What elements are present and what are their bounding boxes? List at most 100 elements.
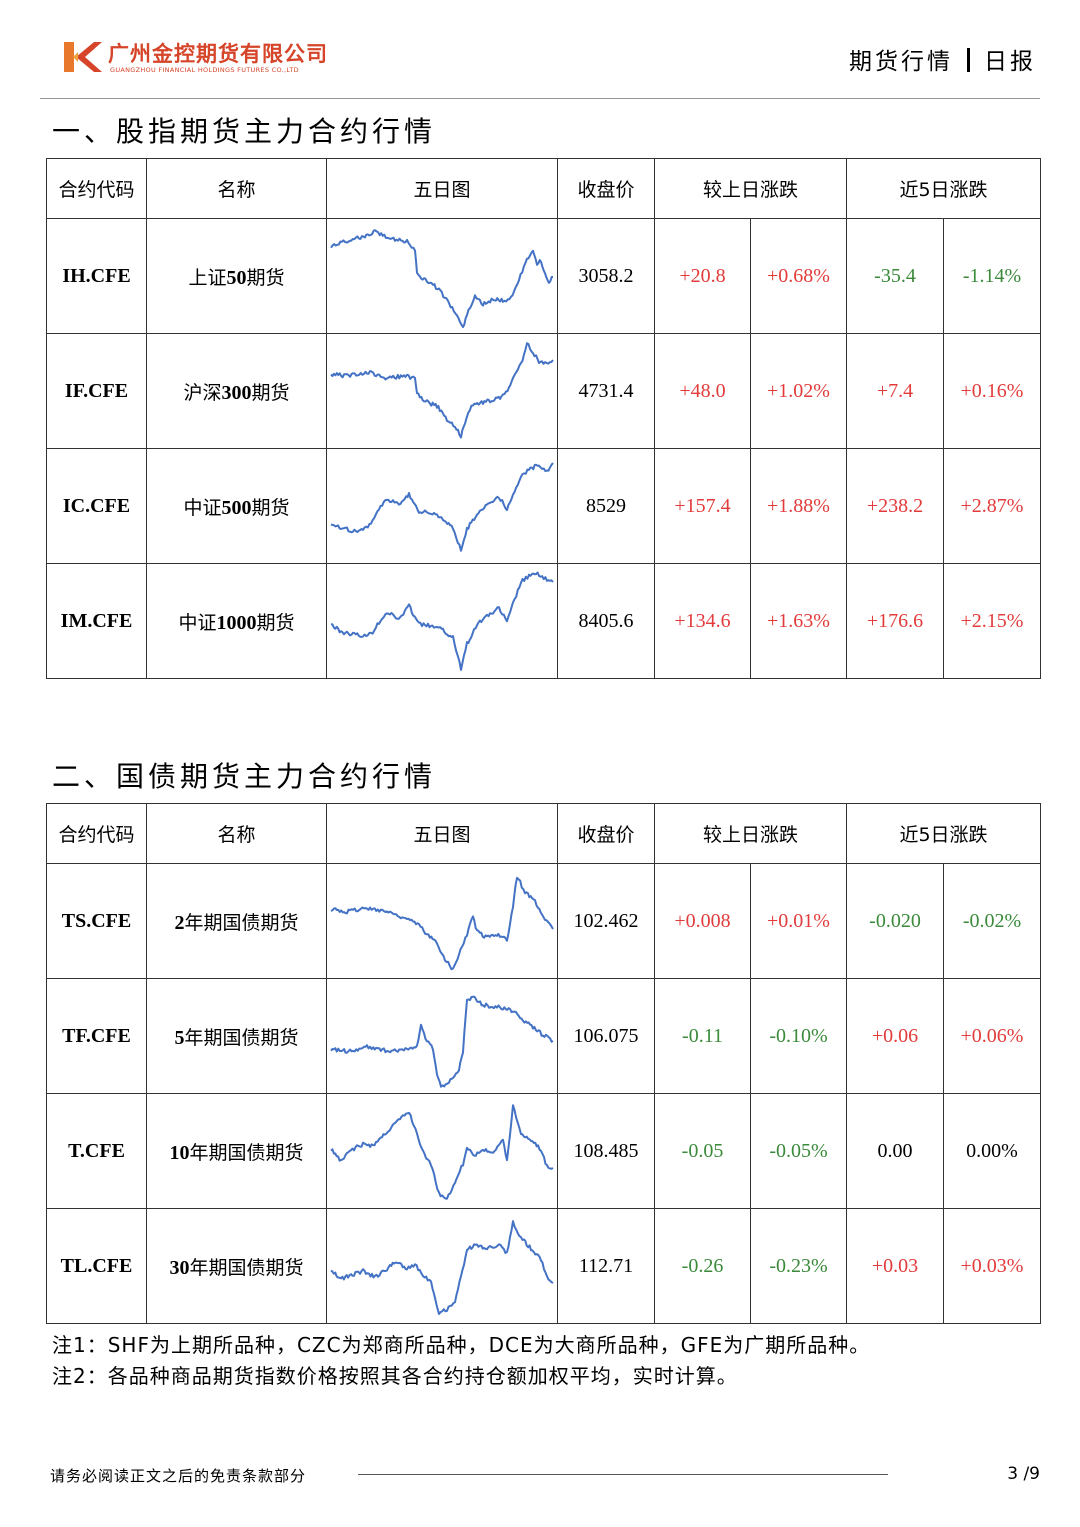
close-price: 112.71 <box>557 1208 655 1324</box>
five-day-chart <box>326 448 558 564</box>
day-change-abs: +134.6 <box>654 563 751 679</box>
sparkline <box>330 229 553 329</box>
sparkline <box>330 1220 554 1315</box>
header-code: 合约代码 <box>46 158 147 219</box>
five-day-change-pct: 0.00% <box>943 1093 1042 1209</box>
table-row: IF.CFE 沪深300期货 4731.4 +48.0 +1.02% +7.4 +0.16% <box>46 333 1042 449</box>
section-title-bond-futures: 二、国债期货主力合约行情 <box>52 760 437 793</box>
contract-name: 中证1000期货 <box>146 563 327 679</box>
sparkline-line <box>330 462 554 552</box>
five-day-chart <box>326 1208 558 1324</box>
five-day-chart <box>326 863 558 979</box>
table-row: TF.CFE 5年期国债期货 106.075 -0.11 -0.10% +0.06 +0.0… <box>46 978 1042 1094</box>
five-day-chart <box>326 563 558 679</box>
disclaimer-text: 请务必阅读正文之后的免责条款部分 <box>50 1467 307 1485</box>
contract-name: 2年期国债期货 <box>146 863 327 979</box>
day-change-pct: -0.23% <box>749 1208 848 1324</box>
report-category: 期货行情 <box>849 49 953 75</box>
header-chart: 五日图 <box>326 158 558 219</box>
table-row: IM.CFE 中证1000期货 8405.6 +134.6 +1.63% +176.6 +2… <box>46 563 1042 679</box>
table-row: TL.CFE 30年期国债期货 112.71 -0.26 -0.23% +0.03 +0.0… <box>46 1208 1042 1324</box>
five-day-chart <box>326 1093 558 1209</box>
footer-divider <box>358 1474 888 1475</box>
sparkline <box>330 876 554 971</box>
header-name: 名称 <box>146 158 327 219</box>
day-change-pct: +0.68% <box>749 218 848 334</box>
header-day-change: 较上日涨跌 <box>653 158 848 219</box>
day-change-pct: +1.02% <box>749 333 848 449</box>
five-day-chart <box>326 218 558 334</box>
sparkline-line <box>330 995 554 1088</box>
contract-name: 30年期国债期货 <box>146 1208 327 1324</box>
five-day-change-abs: +238.2 <box>846 448 945 564</box>
table-row: T.CFE 10年期国债期货 108.485 -0.05 -0.05% 0.00 0.00% <box>46 1093 1042 1209</box>
day-change-abs: -0.26 <box>654 1208 751 1324</box>
contract-code: IM.CFE <box>46 563 147 679</box>
five-day-change-pct: -1.14% <box>943 218 1042 334</box>
five-day-change-abs: -0.020 <box>846 863 945 979</box>
five-day-change-abs: 0.00 <box>846 1093 945 1209</box>
sparkline <box>330 1104 554 1200</box>
table-row: TS.CFE 2年期国债期货 102.462 +0.008 +0.01% -0.020 -0… <box>46 863 1042 979</box>
five-day-chart <box>326 978 558 1094</box>
notes: 注1：SHF为上期所品种，CZC为郑商所品种，DCE为大商所品种，GFE为广期所… <box>52 1330 870 1392</box>
header-code: 合约代码 <box>46 803 147 864</box>
five-day-change-abs: +0.03 <box>846 1208 945 1324</box>
close-price: 3058.2 <box>557 218 655 334</box>
header-separator <box>967 48 970 72</box>
day-change-pct: +1.88% <box>749 448 848 564</box>
section-title-index-futures: 一、股指期货主力合约行情 <box>52 115 437 148</box>
sparkline-line <box>330 876 554 971</box>
contract-name: 10年期国债期货 <box>146 1093 327 1209</box>
header-day-change: 较上日涨跌 <box>653 803 848 864</box>
header-close: 收盘价 <box>557 803 655 864</box>
contract-code: IC.CFE <box>46 448 147 564</box>
five-day-change-pct: +0.06% <box>943 978 1042 1094</box>
close-price: 106.075 <box>557 978 655 1094</box>
contract-code: TS.CFE <box>46 863 147 979</box>
five-day-change-pct: +0.16% <box>943 333 1042 449</box>
company-name-en: GUANGZHOU FINANCIAL HOLDINGS FUTURES CO.… <box>110 66 299 74</box>
close-price: 102.462 <box>557 863 655 979</box>
five-day-change-pct: +2.15% <box>943 563 1042 679</box>
five-day-change-pct: -0.02% <box>943 863 1042 979</box>
header-name: 名称 <box>146 803 327 864</box>
five-day-change-abs: +7.4 <box>846 333 945 449</box>
report-type: 期货行情 日报 <box>849 42 1036 76</box>
day-change-pct: +0.01% <box>749 863 848 979</box>
sparkline <box>330 462 554 552</box>
five-day-change-abs: +176.6 <box>846 563 945 679</box>
header-five-day-change: 近5日涨跌 <box>846 803 1042 864</box>
contract-code: T.CFE <box>46 1093 147 1209</box>
table-row: IC.CFE 中证500期货 8529 +157.4 +1.88% +238.2 +2.87… <box>46 448 1042 564</box>
day-change-abs: +48.0 <box>654 333 751 449</box>
page-footer: 请务必阅读正文之后的免责条款部分 3 /9 <box>50 1462 1040 1488</box>
day-change-pct: -0.05% <box>749 1093 848 1209</box>
contract-code: TF.CFE <box>46 978 147 1094</box>
header-five-day-change: 近5日涨跌 <box>846 158 1042 219</box>
five-day-change-pct: +2.87% <box>943 448 1042 564</box>
sparkline <box>330 342 554 439</box>
sparkline <box>330 571 554 671</box>
sparkline <box>330 995 554 1088</box>
sparkline-line <box>330 229 553 329</box>
close-price: 4731.4 <box>557 333 655 449</box>
index-futures-table: 合约代码 名称 五日图 收盘价 较上日涨跌 近5日涨跌 IH.CFE 上证50期货… <box>46 158 1042 679</box>
close-price: 108.485 <box>557 1093 655 1209</box>
company-name: 广州金控期货有限公司 <box>108 42 328 66</box>
five-day-change-abs: +0.06 <box>846 978 945 1094</box>
day-change-abs: +157.4 <box>654 448 751 564</box>
contract-name: 上证50期货 <box>146 218 327 334</box>
contract-name: 中证500期货 <box>146 448 327 564</box>
five-day-change-abs: -35.4 <box>846 218 945 334</box>
day-change-abs: -0.05 <box>654 1093 751 1209</box>
table-header-row: 合约代码 名称 五日图 收盘价 较上日涨跌 近5日涨跌 <box>46 803 1042 864</box>
sparkline-line <box>330 571 554 671</box>
day-change-pct: -0.10% <box>749 978 848 1094</box>
bond-futures-table: 合约代码 名称 五日图 收盘价 较上日涨跌 近5日涨跌 TS.CFE 2年期国债期… <box>46 803 1042 1324</box>
header-close: 收盘价 <box>557 158 655 219</box>
close-price: 8529 <box>557 448 655 564</box>
five-day-chart <box>326 333 558 449</box>
note-1: 注1：SHF为上期所品种，CZC为郑商所品种，DCE为大商所品种，GFE为广期所… <box>52 1333 871 1357</box>
table-row: IH.CFE 上证50期货 3058.2 +20.8 +0.68% -35.4 -1.14% <box>46 218 1042 334</box>
